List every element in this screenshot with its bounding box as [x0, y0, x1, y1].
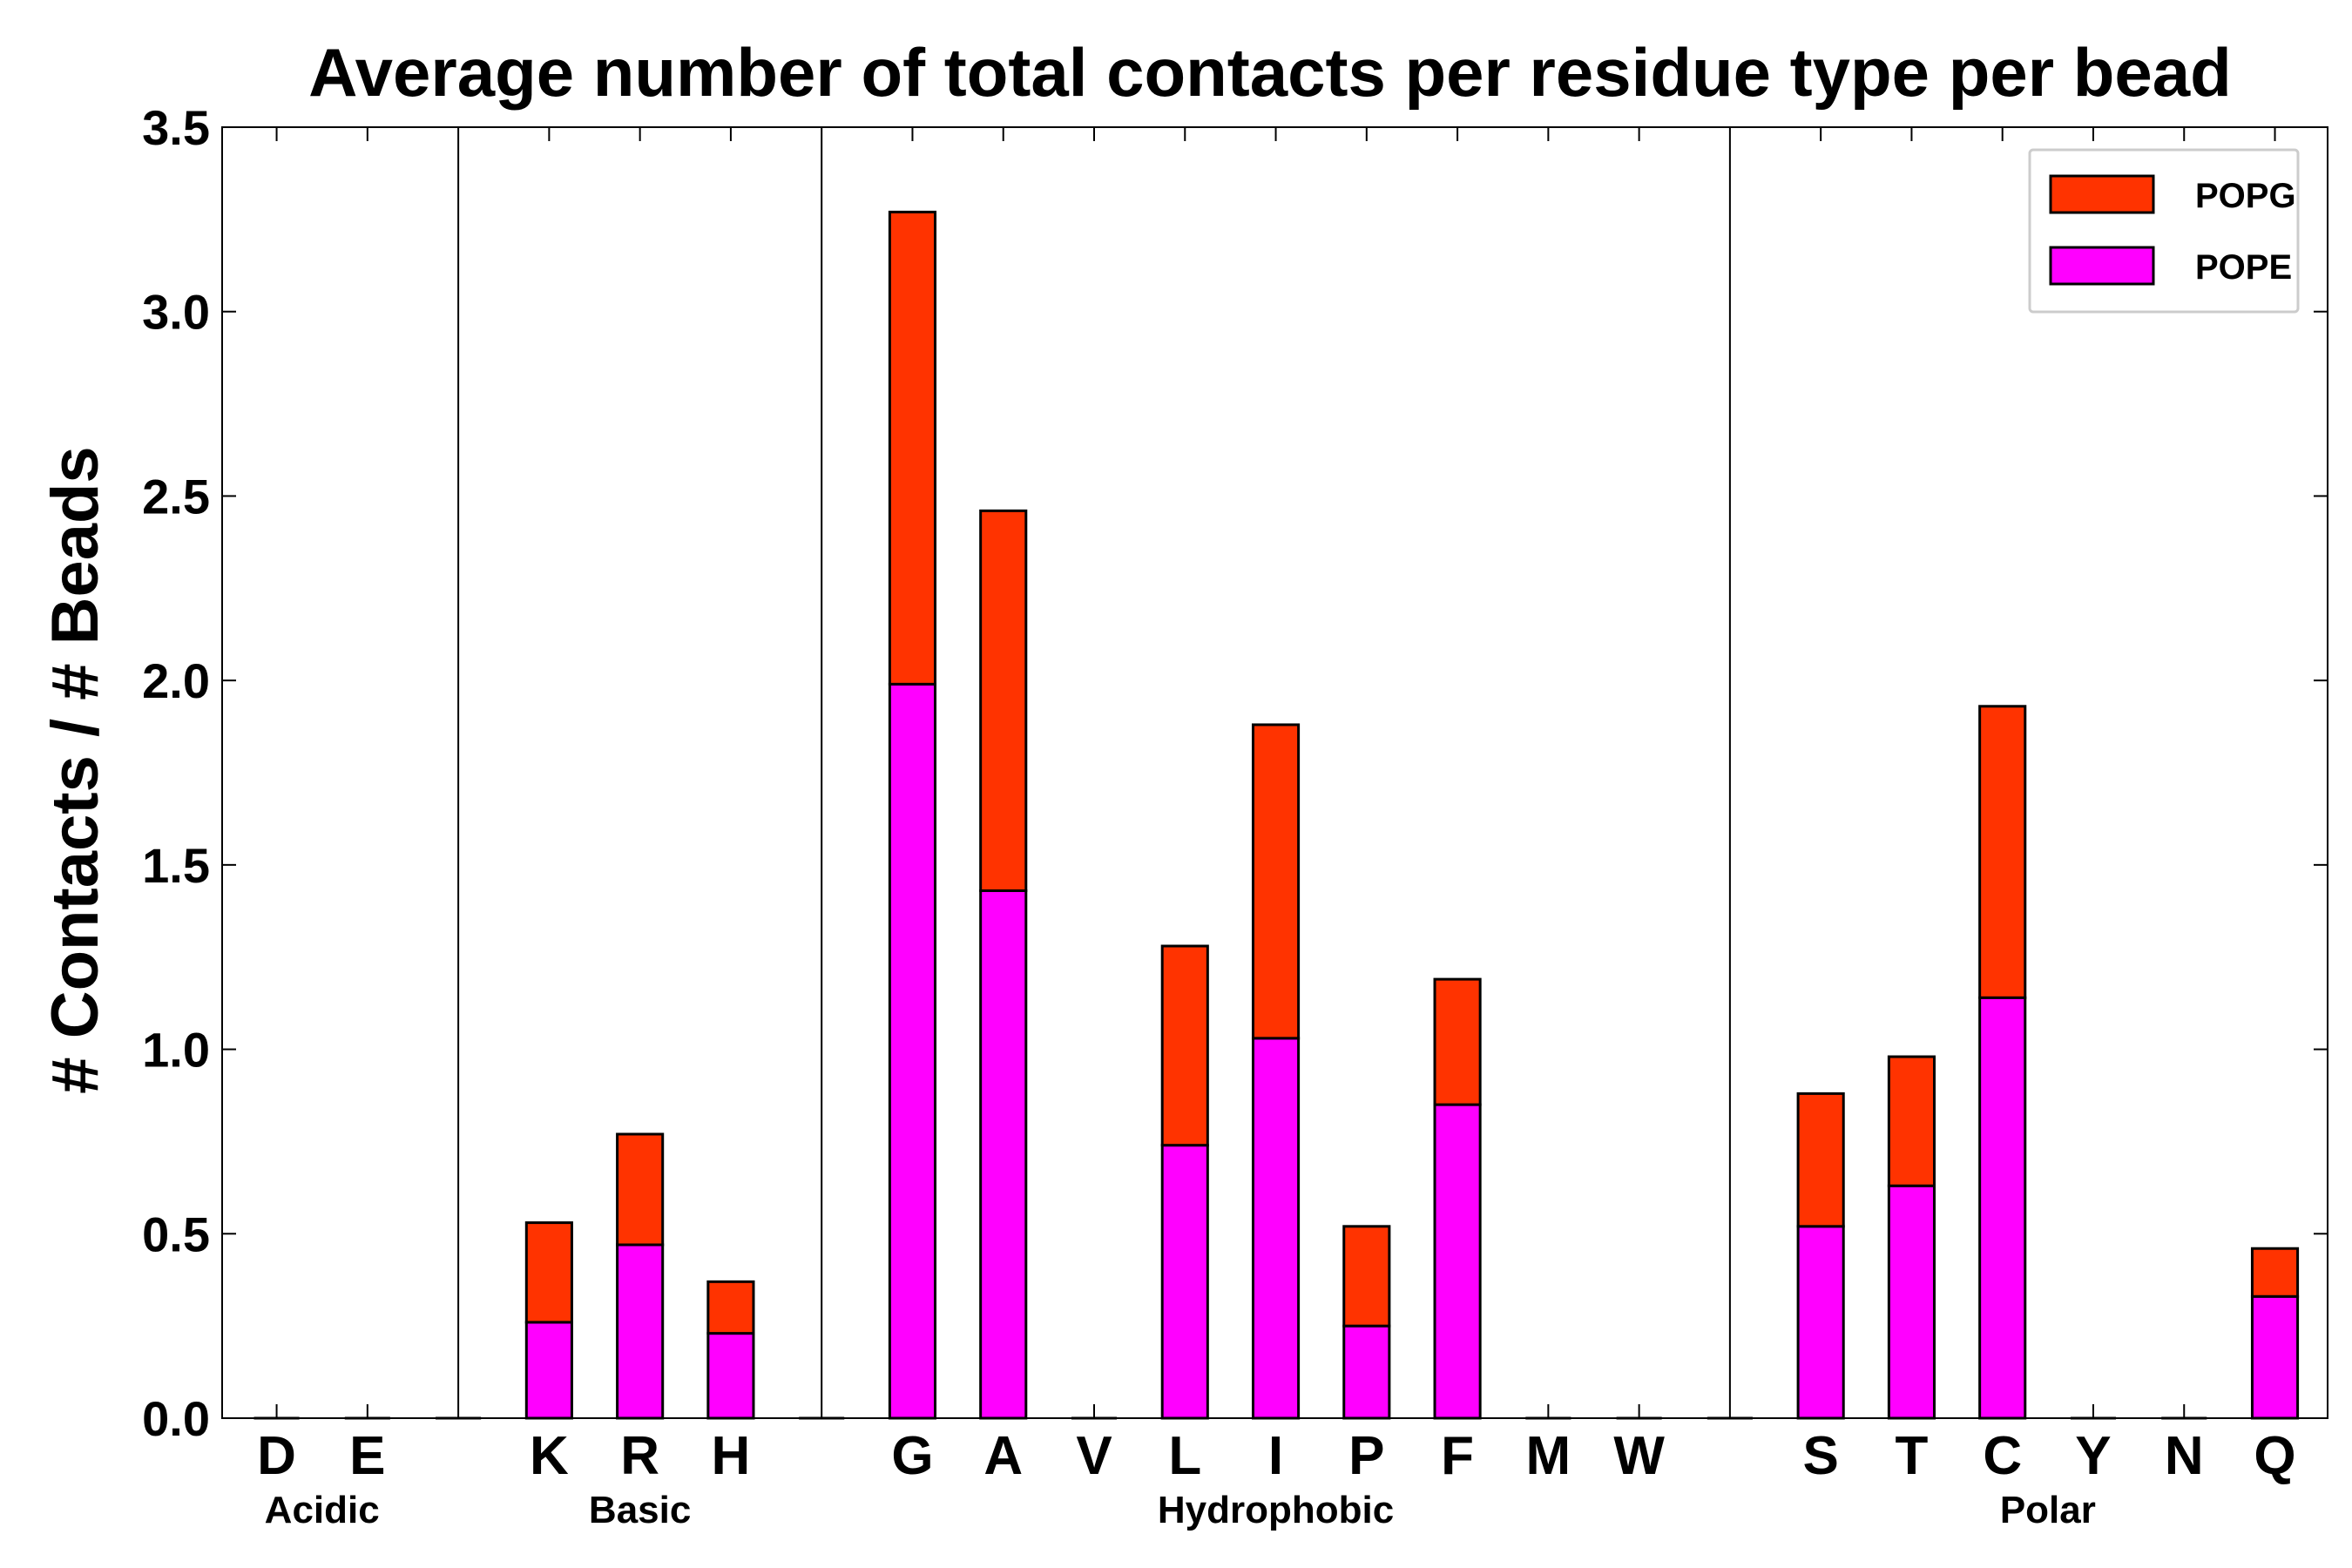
- bar-K-popg: [524, 1221, 573, 1324]
- bar-L-pope: [1160, 1144, 1209, 1420]
- bar-F-popg: [1433, 977, 1482, 1106]
- legend-swatch-popg: [2049, 174, 2155, 214]
- bar-A-pope: [979, 889, 1028, 1420]
- group-label-hydrophobic: Hydrophobic: [1158, 1489, 1394, 1531]
- bar-Q-popg: [2250, 1247, 2300, 1298]
- legend-box: [2028, 148, 2300, 314]
- bar-G-pope: [888, 682, 937, 1420]
- bar-C-pope: [1978, 996, 2027, 1420]
- y-tick-label: 3.5: [142, 100, 210, 155]
- bar-H-popg: [706, 1280, 755, 1335]
- x-tick-label-K: K: [530, 1426, 569, 1486]
- y-tick-label: 2.5: [142, 469, 210, 524]
- x-tick-label-P: P: [1348, 1426, 1384, 1486]
- x-tick-label-R: R: [620, 1426, 659, 1486]
- legend-swatch-pope: [2049, 246, 2155, 286]
- x-tick-label-I: I: [1268, 1426, 1283, 1486]
- bar-L-popg: [1160, 944, 1209, 1147]
- x-tick-label-D: D: [257, 1426, 296, 1486]
- y-axis-label: # Contacts / # Beads: [38, 446, 112, 1093]
- y-tick-label: 1.0: [142, 1023, 210, 1078]
- x-tick-label-A: A: [983, 1426, 1023, 1486]
- x-tick-label-W: W: [1613, 1426, 1665, 1486]
- bar-R-popg: [616, 1132, 665, 1247]
- bar-S-popg: [1796, 1092, 1845, 1228]
- bar-T-popg: [1887, 1055, 1936, 1187]
- x-tick-label-G: G: [891, 1426, 933, 1486]
- x-tick-label-M: M: [1526, 1426, 1571, 1486]
- y-tick-label: 0.0: [142, 1391, 210, 1446]
- x-tick-label-N: N: [2165, 1426, 2204, 1486]
- group-label-polar: Polar: [2000, 1489, 2096, 1531]
- group-label-basic: Basic: [589, 1489, 691, 1531]
- bar-I-pope: [1251, 1037, 1301, 1420]
- legend-label-popg: POPG: [2195, 177, 2296, 215]
- x-tick-label-E: E: [349, 1426, 385, 1486]
- x-tick-label-Y: Y: [2075, 1426, 2111, 1486]
- bar-S-pope: [1796, 1225, 1845, 1420]
- bar-C-popg: [1978, 705, 2027, 999]
- y-tick-label: 2.0: [142, 653, 210, 708]
- y-tick-label: 0.5: [142, 1206, 210, 1261]
- bar-R-pope: [616, 1243, 665, 1420]
- bar-P-popg: [1342, 1225, 1391, 1328]
- legend-label-pope: POPE: [2195, 248, 2292, 287]
- bar-G-popg: [888, 210, 937, 686]
- bar-Q-pope: [2250, 1294, 2300, 1420]
- bar-P-pope: [1342, 1324, 1391, 1420]
- bar-T-pope: [1887, 1184, 1936, 1420]
- x-tick-label-C: C: [1983, 1426, 2022, 1486]
- bar-F-pope: [1433, 1103, 1482, 1420]
- bar-K-pope: [524, 1321, 573, 1420]
- x-tick-label-L: L: [1168, 1426, 1201, 1486]
- x-tick-label-Q: Q: [2254, 1426, 2295, 1486]
- legend: POPG POPE: [2028, 148, 2300, 314]
- bar-H-pope: [706, 1332, 755, 1420]
- x-tick-label-F: F: [1441, 1426, 1474, 1486]
- bar-I-popg: [1251, 723, 1301, 1040]
- y-tick-label: 1.5: [142, 838, 210, 893]
- bar-A-popg: [979, 509, 1028, 892]
- chart-title: Average number of total contacts per res…: [308, 34, 2232, 111]
- x-tick-label-H: H: [712, 1426, 751, 1486]
- x-tick-label-S: S: [1802, 1426, 1838, 1486]
- y-tick-label: 3.0: [142, 285, 210, 340]
- x-tick-label-T: T: [1896, 1426, 1929, 1486]
- x-tick-label-V: V: [1076, 1426, 1112, 1486]
- group-label-acidic: Acidic: [265, 1489, 380, 1531]
